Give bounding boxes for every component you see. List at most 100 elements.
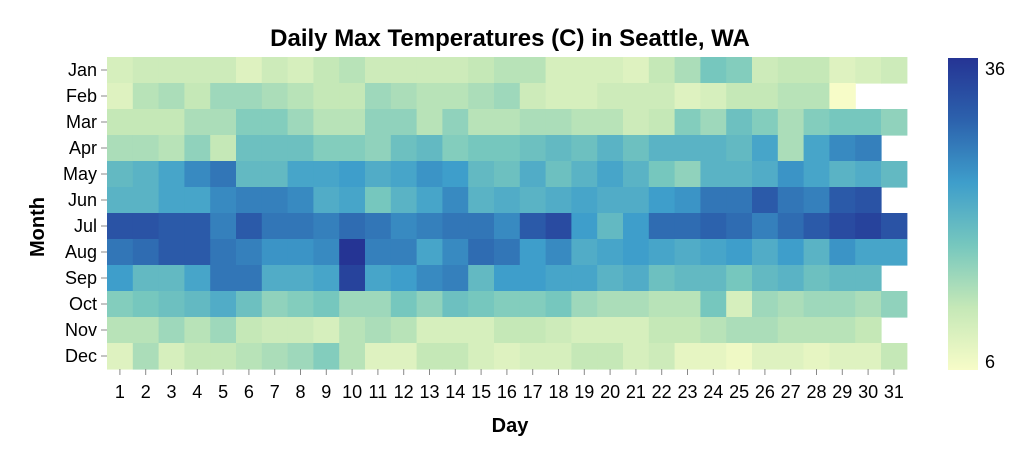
heatmap-cell-jul-17: [519, 213, 547, 240]
heatmap-cell-may-30: [855, 161, 882, 188]
heatmap-cell-jun-6: [236, 187, 263, 214]
heatmap-cell-dec-22: [648, 343, 676, 370]
heatmap-cell-aug-26: [752, 239, 779, 266]
heatmap-cell-jan-5: [210, 57, 237, 84]
heatmap-cell-jun-14: [442, 187, 469, 214]
heatmap-cell-aug-8: [287, 239, 314, 266]
heatmap-cell-apr-28: [803, 135, 830, 162]
heatmap-cell-jan-10: [339, 57, 366, 84]
heatmap-cell-sep-26: [752, 265, 779, 292]
heatmap-cell-jul-23: [674, 213, 701, 240]
heatmap-cell-apr-20: [597, 135, 624, 162]
heatmap-cell-aug-12: [390, 239, 418, 266]
heatmap-cell-aug-15: [468, 239, 495, 266]
heatmap-cell-dec-27: [777, 343, 805, 370]
heatmap-cell-apr-12: [390, 135, 418, 162]
heatmap-cell-jan-6: [236, 57, 263, 84]
heatmap-cell-oct-2: [132, 291, 160, 318]
heatmap-cell-may-1: [107, 161, 134, 188]
x-tick-label-28: 28: [806, 382, 826, 402]
heatmap-cell-sep-17: [519, 265, 547, 292]
heatmap-cell-dec-9: [313, 343, 340, 370]
heatmap-cell-may-2: [132, 161, 160, 188]
heatmap-cell-jun-10: [339, 187, 366, 214]
heatmap-cell-mar-17: [519, 109, 547, 136]
heatmap-cell-apr-10: [339, 135, 366, 162]
heatmap-cell-jan-23: [674, 57, 701, 84]
heatmap-cell-aug-7: [261, 239, 289, 266]
heatmap-cell-may-20: [597, 161, 624, 188]
heatmap-cell-may-18: [545, 161, 572, 188]
x-tick-label-24: 24: [703, 382, 723, 402]
heatmap-cell-dec-21: [623, 343, 650, 370]
x-tick-label-8: 8: [295, 382, 305, 402]
heatmap-cell-jun-24: [700, 187, 727, 214]
heatmap-cell-jul-5: [210, 213, 237, 240]
heatmap-cell-nov-28: [803, 317, 830, 344]
heatmap-cell-feb-7: [261, 83, 289, 110]
heatmap-cell-jan-26: [752, 57, 779, 84]
heatmap-cell-jul-16: [494, 213, 521, 240]
heatmap-cell-jul-20: [597, 213, 624, 240]
heatmap-cell-jul-7: [261, 213, 289, 240]
heatmap-cell-jul-9: [313, 213, 340, 240]
heatmap-cell-jul-29: [829, 213, 856, 240]
heatmap-cell-apr-23: [674, 135, 701, 162]
heatmap-cell-sep-21: [623, 265, 650, 292]
heatmap-cell-may-9: [313, 161, 340, 188]
heatmap-cell-dec-6: [236, 343, 263, 370]
heatmap-cell-aug-17: [519, 239, 547, 266]
heatmap-cell-jan-1: [107, 57, 134, 84]
heatmap-cell-aug-29: [829, 239, 856, 266]
heatmap-cell-mar-5: [210, 109, 237, 136]
heatmap-cell-oct-9: [313, 291, 340, 318]
y-tick-label-jan: Jan: [68, 60, 97, 80]
heatmap-cell-jul-18: [545, 213, 572, 240]
heatmap-cell-jun-26: [752, 187, 779, 214]
heatmap-cell-aug-14: [442, 239, 469, 266]
heatmap-cell-oct-14: [442, 291, 469, 318]
heatmap-cell-may-13: [416, 161, 443, 188]
heatmap-cell-jun-18: [545, 187, 572, 214]
heatmap-cell-may-22: [648, 161, 676, 188]
heatmap-cell-jan-7: [261, 57, 289, 84]
heatmap-cell-jan-8: [287, 57, 314, 84]
heatmap-cell-may-24: [700, 161, 727, 188]
heatmap-cell-feb-2: [132, 83, 160, 110]
heatmap-cell-sep-28: [803, 265, 830, 292]
heatmap-cell-mar-2: [132, 109, 160, 136]
heatmap-cell-jan-12: [390, 57, 418, 84]
heatmap-cell-jul-15: [468, 213, 495, 240]
heatmap-cell-may-19: [571, 161, 598, 188]
heatmap-cell-dec-8: [287, 343, 314, 370]
heatmap-cell-jan-17: [519, 57, 547, 84]
heatmap-cell-mar-27: [777, 109, 805, 136]
x-tick-label-27: 27: [781, 382, 801, 402]
heatmap-cell-sep-16: [494, 265, 521, 292]
heatmap-cell-aug-9: [313, 239, 340, 266]
heatmap-cell-jul-22: [648, 213, 676, 240]
heatmap-cell-feb-28: [803, 83, 830, 110]
heatmap-cell-aug-13: [416, 239, 443, 266]
heatmap-cell-dec-17: [519, 343, 547, 370]
heatmap-cell-feb-25: [726, 83, 753, 110]
x-tick-label-14: 14: [445, 382, 465, 402]
heatmap-cell-may-5: [210, 161, 237, 188]
heatmap-cell-may-4: [184, 161, 211, 188]
heatmap-cell-mar-14: [442, 109, 469, 136]
heatmap-cell-nov-29: [829, 317, 856, 344]
heatmap-cell-nov-23: [674, 317, 701, 344]
y-tick-label-aug: Aug: [65, 242, 97, 262]
heatmap-cell-jan-15: [468, 57, 495, 84]
heatmap-cell-jan-13: [416, 57, 443, 84]
heatmap-cell-jul-11: [365, 213, 392, 240]
heatmap-cell-sep-13: [416, 265, 443, 292]
heatmap-cell-jun-4: [184, 187, 211, 214]
heatmap-cell-may-12: [390, 161, 418, 188]
heatmap-cell-feb-3: [158, 83, 185, 110]
heatmap-cell-apr-22: [648, 135, 676, 162]
heatmap-cell-nov-2: [132, 317, 160, 344]
heatmap-cell-jan-4: [184, 57, 211, 84]
heatmap-cell-mar-24: [700, 109, 727, 136]
heatmap-cell-jul-30: [855, 213, 882, 240]
